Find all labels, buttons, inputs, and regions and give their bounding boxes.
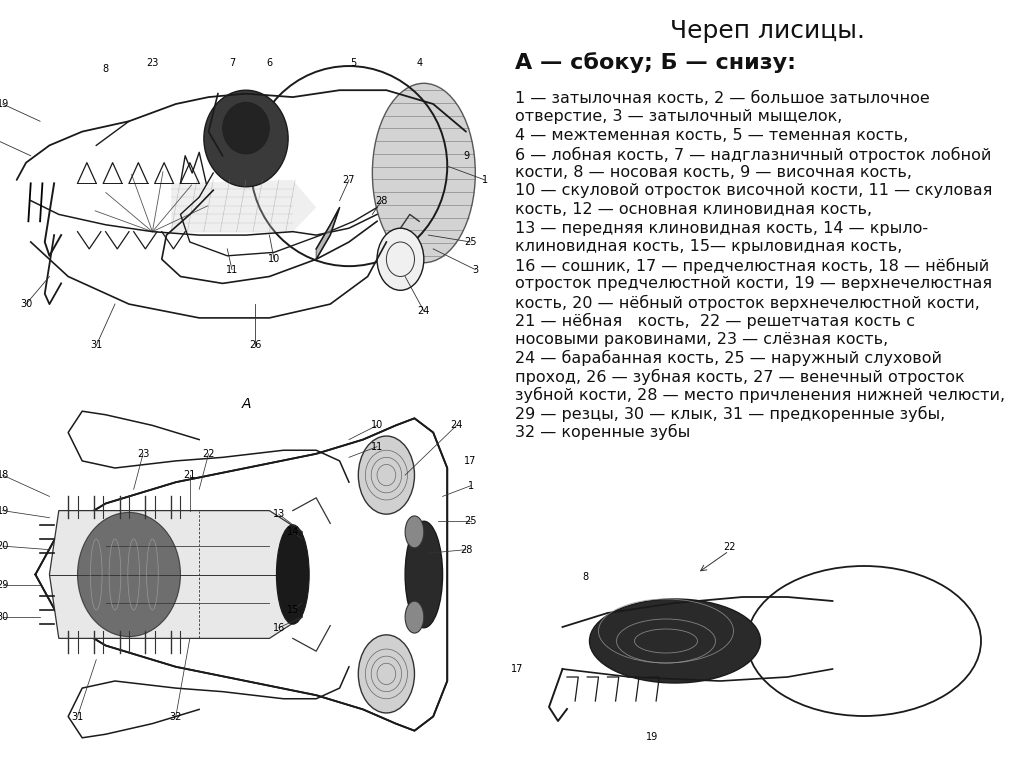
Text: 22: 22 xyxy=(723,542,735,552)
Ellipse shape xyxy=(78,512,180,637)
Ellipse shape xyxy=(406,522,442,627)
Text: 9: 9 xyxy=(463,151,469,161)
Text: 24 — барабанная кость, 25 — наружный слуховой: 24 — барабанная кость, 25 — наружный слу… xyxy=(515,350,942,366)
Text: 24: 24 xyxy=(451,420,463,430)
Text: носовыми раковинами, 23 — слёзная кость,: носовыми раковинами, 23 — слёзная кость, xyxy=(515,331,888,347)
Text: 21: 21 xyxy=(183,470,196,480)
Text: 8: 8 xyxy=(102,64,109,74)
Text: 10: 10 xyxy=(371,420,383,430)
Ellipse shape xyxy=(590,599,761,683)
Text: 6: 6 xyxy=(266,58,272,67)
Text: 18: 18 xyxy=(0,470,9,480)
Text: 30: 30 xyxy=(0,612,9,622)
Text: 11: 11 xyxy=(371,442,383,452)
Polygon shape xyxy=(36,418,447,731)
Text: 1: 1 xyxy=(468,481,474,491)
Text: 32 — коренные зубы: 32 — коренные зубы xyxy=(515,424,690,440)
Text: 20: 20 xyxy=(0,541,9,551)
Text: 26: 26 xyxy=(249,341,261,351)
Text: 4: 4 xyxy=(416,58,422,67)
Text: 15: 15 xyxy=(287,605,299,615)
Text: 8: 8 xyxy=(582,572,588,582)
Text: 11: 11 xyxy=(226,265,239,275)
Ellipse shape xyxy=(276,525,309,624)
Text: 19: 19 xyxy=(646,732,658,742)
Polygon shape xyxy=(171,180,316,232)
Ellipse shape xyxy=(377,229,424,290)
Ellipse shape xyxy=(406,601,424,633)
Text: 21 — нёбная   кость,  22 — решетчатая кость с: 21 — нёбная кость, 22 — решетчатая кость… xyxy=(515,313,915,329)
Ellipse shape xyxy=(358,436,415,514)
Text: 28: 28 xyxy=(376,196,388,206)
Text: 23: 23 xyxy=(146,58,159,67)
Text: 19: 19 xyxy=(0,505,9,515)
Text: 32: 32 xyxy=(170,712,182,722)
Text: кость, 12 — основная клиновидная кость,: кость, 12 — основная клиновидная кость, xyxy=(515,202,872,217)
Ellipse shape xyxy=(204,91,288,187)
Text: 16: 16 xyxy=(272,623,285,633)
Text: А — сбоку; Б — снизу:: А — сбоку; Б — снизу: xyxy=(515,52,796,73)
Ellipse shape xyxy=(373,84,475,263)
Text: кость, 20 — нёбный отросток верхнечелюстной кости,: кость, 20 — нёбный отросток верхнечелюст… xyxy=(515,295,980,311)
Text: 16 — сошник, 17 — предчелюстная кость, 18 — нёбный: 16 — сошник, 17 — предчелюстная кость, 1… xyxy=(515,258,989,274)
Text: 28: 28 xyxy=(460,545,472,555)
Text: 23: 23 xyxy=(137,449,150,459)
Text: 25: 25 xyxy=(465,516,477,526)
Text: кости, 8 — носовая кость, 9 — височная кость,: кости, 8 — носовая кость, 9 — височная к… xyxy=(515,165,912,180)
Text: 27: 27 xyxy=(343,175,355,185)
Polygon shape xyxy=(49,511,302,638)
Text: 17: 17 xyxy=(511,664,523,674)
Ellipse shape xyxy=(746,566,981,716)
Ellipse shape xyxy=(358,635,415,713)
Ellipse shape xyxy=(406,516,424,548)
Ellipse shape xyxy=(222,102,269,154)
Text: 6 — лобная кость, 7 — надглазничный отросток лобной: 6 — лобная кость, 7 — надглазничный отро… xyxy=(515,146,991,163)
Text: 13: 13 xyxy=(272,509,285,519)
Text: 4 — межтеменная кость, 5 — теменная кость,: 4 — межтеменная кость, 5 — теменная кост… xyxy=(515,128,908,143)
Text: Череп лисицы.: Череп лисицы. xyxy=(670,19,864,43)
Text: 31: 31 xyxy=(90,341,102,351)
Text: отросток предчелюстной кости, 19 — верхнечелюстная: отросток предчелюстной кости, 19 — верхн… xyxy=(515,276,992,291)
Text: 5: 5 xyxy=(350,58,356,67)
Text: 1 — затылочная кость, 2 — большое затылочное: 1 — затылочная кость, 2 — большое затыло… xyxy=(515,91,930,106)
Text: 24: 24 xyxy=(418,306,430,316)
Text: 3: 3 xyxy=(472,265,478,275)
Text: 13 — передняя клиновидная кость, 14 — крыло-: 13 — передняя клиновидная кость, 14 — кр… xyxy=(515,220,928,235)
Text: А: А xyxy=(242,397,251,411)
Text: 7: 7 xyxy=(228,58,236,67)
Text: 29: 29 xyxy=(0,580,9,590)
Text: 30: 30 xyxy=(19,299,32,309)
Text: клиновидная кость, 15— крыловидная кость,: клиновидная кость, 15— крыловидная кость… xyxy=(515,239,902,254)
Text: 14: 14 xyxy=(287,527,299,537)
Text: проход, 26 — зубная кость, 27 — венечный отросток: проход, 26 — зубная кость, 27 — венечный… xyxy=(515,368,965,385)
Text: 22: 22 xyxy=(203,449,215,459)
Text: 25: 25 xyxy=(465,237,477,247)
Text: отверстие, 3 — затылочный мыщелок,: отверстие, 3 — затылочный мыщелок, xyxy=(515,110,843,124)
Text: 10 — скуловой отросток височной кости, 11 — скуловая: 10 — скуловой отросток височной кости, 1… xyxy=(515,183,992,199)
Text: 1: 1 xyxy=(481,175,487,185)
Text: 17: 17 xyxy=(465,456,477,466)
Text: 10: 10 xyxy=(268,254,281,265)
Text: зубной кости, 28 — место причленения нижней челюсти,: зубной кости, 28 — место причленения ниж… xyxy=(515,387,1006,403)
Text: 31: 31 xyxy=(72,712,84,722)
Polygon shape xyxy=(316,208,340,259)
Text: 19: 19 xyxy=(0,99,9,109)
Text: 29 — резцы, 30 — клык, 31 — предкоренные зубы,: 29 — резцы, 30 — клык, 31 — предкоренные… xyxy=(515,406,945,422)
